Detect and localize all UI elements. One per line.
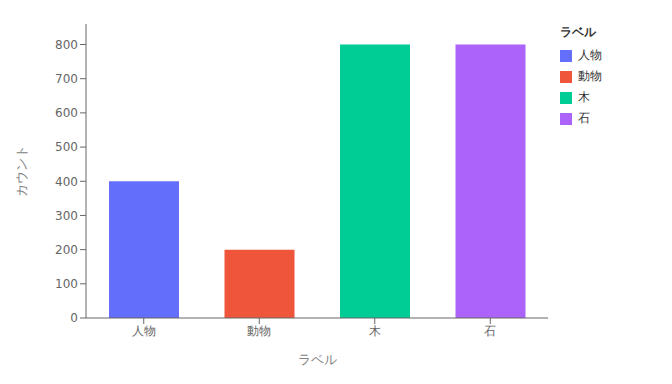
svg-text:400: 400 <box>55 175 78 189</box>
html-text:動物: 動物 <box>578 69 602 83</box>
html-text:ラベル: ラベル <box>560 25 596 39</box>
svg-text:動物: 動物 <box>247 324 271 338</box>
svg-text:700: 700 <box>55 72 78 86</box>
svg-text:石: 石 <box>484 324 496 338</box>
svg-text:600: 600 <box>55 106 78 120</box>
svg-text:300: 300 <box>55 209 78 223</box>
html-text:木: 木 <box>578 90 590 104</box>
svg-text:木: 木 <box>369 324 381 338</box>
html-text:石: 石 <box>578 111 590 125</box>
svg-text:200: 200 <box>55 243 78 257</box>
svg-text:0: 0 <box>70 311 78 325</box>
svg-text:ラベル: ラベル <box>298 352 337 367</box>
svg-text:100: 100 <box>55 277 78 291</box>
svg-text:カウント: カウント <box>14 145 29 197</box>
svg-text:人物: 人物 <box>132 324 156 338</box>
svg-text:500: 500 <box>55 140 78 154</box>
svg-text:800: 800 <box>55 38 78 52</box>
html-text:人物: 人物 <box>578 48 602 62</box>
